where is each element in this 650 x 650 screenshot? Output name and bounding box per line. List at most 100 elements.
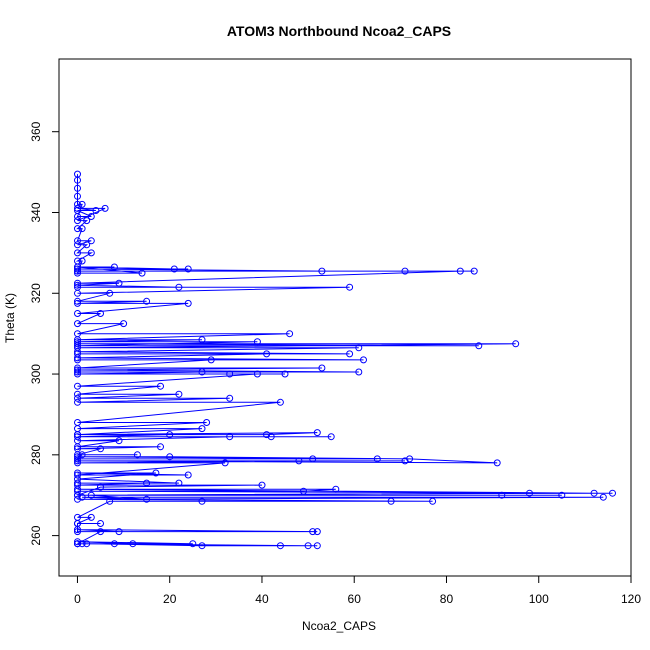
data-point xyxy=(198,542,206,550)
data-point xyxy=(184,299,192,307)
data-point xyxy=(83,241,91,249)
data-point xyxy=(313,429,321,437)
data-point xyxy=(276,542,284,550)
data-point xyxy=(87,513,95,521)
data-point xyxy=(78,200,86,208)
data-point xyxy=(97,310,104,317)
data-point xyxy=(309,528,317,536)
data-point xyxy=(143,297,151,305)
data-point xyxy=(74,368,81,376)
data-point xyxy=(74,338,81,346)
data-point xyxy=(74,471,81,479)
data-point xyxy=(74,340,81,348)
data-point xyxy=(74,200,81,208)
y-axis: 260 280 300 320 340 360 xyxy=(29,121,60,546)
data-point xyxy=(74,453,81,461)
data-point xyxy=(74,538,81,546)
data-point xyxy=(198,368,206,376)
data-point xyxy=(590,489,598,497)
data-point xyxy=(115,437,123,445)
data-point xyxy=(456,267,464,275)
x-tick-label: 0 xyxy=(74,592,81,606)
data-point xyxy=(599,493,607,501)
data-point xyxy=(74,479,81,487)
data-point xyxy=(355,368,363,376)
data-point xyxy=(355,344,363,352)
data-point xyxy=(226,370,234,378)
data-point xyxy=(74,330,81,338)
data-point xyxy=(115,528,123,536)
data-point xyxy=(286,330,294,338)
x-axis-label: Ncoa2_CAPS xyxy=(302,619,376,633)
x-tick-label: 20 xyxy=(163,592,177,606)
data-point xyxy=(83,217,91,225)
data-point xyxy=(74,281,81,289)
data-point xyxy=(74,279,81,287)
data-point xyxy=(558,491,566,499)
data-point xyxy=(184,265,192,273)
data-point xyxy=(309,455,317,463)
data-point xyxy=(74,283,81,291)
chart-title: ATOM3 Northbound Ncoa2_CAPS xyxy=(227,23,451,39)
data-point xyxy=(74,310,81,317)
data-point xyxy=(226,433,234,441)
data-point xyxy=(387,497,395,505)
data-point xyxy=(78,540,86,548)
x-tick-label: 120 xyxy=(621,592,641,606)
data-point xyxy=(78,451,86,459)
data-point xyxy=(198,425,206,433)
data-point xyxy=(138,269,146,277)
data-point xyxy=(295,457,303,465)
data-point xyxy=(429,497,437,505)
data-point xyxy=(157,443,164,451)
data-point xyxy=(74,237,81,245)
data-point xyxy=(115,279,123,287)
data-point xyxy=(198,497,206,505)
data-point xyxy=(74,513,81,521)
x-tick-label: 60 xyxy=(348,592,362,606)
data-point xyxy=(175,479,183,487)
x-tick-label: 80 xyxy=(440,592,454,606)
data-point xyxy=(97,445,104,453)
data-point xyxy=(207,356,215,364)
y-tick-label: 260 xyxy=(29,525,43,545)
data-point xyxy=(74,445,81,453)
data-point xyxy=(475,342,483,350)
data-point xyxy=(175,283,183,291)
data-point xyxy=(87,237,95,245)
data-point xyxy=(152,469,160,477)
data-point xyxy=(74,491,81,499)
y-tick-label: 280 xyxy=(29,444,43,464)
data-point xyxy=(318,364,326,372)
y-tick-label: 340 xyxy=(29,202,43,222)
series-line xyxy=(75,174,613,547)
data-point xyxy=(327,433,335,441)
x-tick-label: 40 xyxy=(255,592,269,606)
data-point xyxy=(87,213,95,220)
data-point xyxy=(110,540,118,548)
data-point xyxy=(526,489,533,497)
data-point xyxy=(74,398,81,406)
data-point xyxy=(74,540,81,548)
data-point xyxy=(97,528,104,536)
data-point xyxy=(74,299,81,307)
data-point xyxy=(74,217,81,225)
data-point xyxy=(97,520,104,527)
data-point xyxy=(226,394,234,402)
data-point xyxy=(300,487,307,495)
data-point xyxy=(106,497,114,505)
data-point xyxy=(74,433,81,441)
data-point xyxy=(106,289,114,297)
data-point xyxy=(198,336,206,344)
data-point xyxy=(74,249,81,257)
data-point xyxy=(97,483,104,491)
data-point xyxy=(87,491,95,499)
y-tick-label: 360 xyxy=(29,121,43,141)
data-point xyxy=(406,455,414,463)
data-point xyxy=(74,297,81,305)
data-point xyxy=(74,184,81,192)
data-point xyxy=(133,451,141,459)
data-point xyxy=(110,263,118,271)
data-point xyxy=(78,257,86,265)
